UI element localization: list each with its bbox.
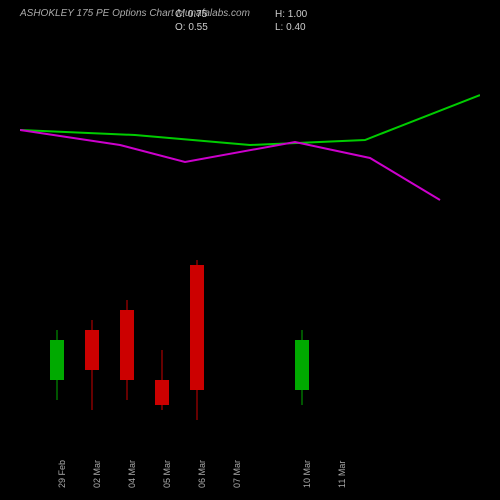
open-label: O:: [175, 22, 186, 33]
x-axis-label: 02 Mar: [92, 460, 102, 488]
candle-body: [295, 340, 309, 390]
candlestick-region: [20, 40, 480, 440]
x-axis-label: 04 Mar: [127, 460, 137, 488]
candle-body: [155, 380, 169, 405]
low-label: L:: [275, 22, 283, 33]
close-value: 0.75: [188, 9, 207, 20]
x-axis-label: 06 Mar: [197, 460, 207, 488]
candle: [295, 40, 309, 440]
candle: [85, 40, 99, 440]
chart-area: [20, 40, 480, 440]
close-label: C:: [175, 9, 185, 20]
high-label: H:: [275, 9, 285, 20]
chart-title: ASHOKLEY 175 PE Options Chart Munafalabs…: [20, 8, 250, 19]
low-value: 0.40: [286, 22, 305, 33]
high-value: 1.00: [288, 9, 307, 20]
candle: [190, 40, 204, 440]
ohlc-col2: H: 1.00 L: 0.40: [275, 8, 307, 34]
candle-body: [85, 330, 99, 370]
candle: [155, 40, 169, 440]
x-axis-label: 29 Feb: [57, 460, 67, 488]
ohlc-col1: C: 0.75 O: 0.55: [175, 8, 208, 34]
candle: [50, 40, 64, 440]
x-axis-label: 11 Mar: [337, 461, 347, 488]
candle-body: [190, 265, 204, 390]
x-axis-label: 05 Mar: [162, 460, 172, 488]
candle-body: [120, 310, 134, 380]
candle: [120, 40, 134, 440]
x-axis-label: 07 Mar: [232, 460, 242, 488]
candle-body: [50, 340, 64, 380]
open-value: 0.55: [188, 22, 207, 33]
x-axis-labels: 29 Feb 02 Mar 04 Mar 05 Mar 06 Mar 07 Mar 10 M…: [20, 450, 480, 490]
x-axis-label: 10 Mar: [302, 460, 312, 488]
